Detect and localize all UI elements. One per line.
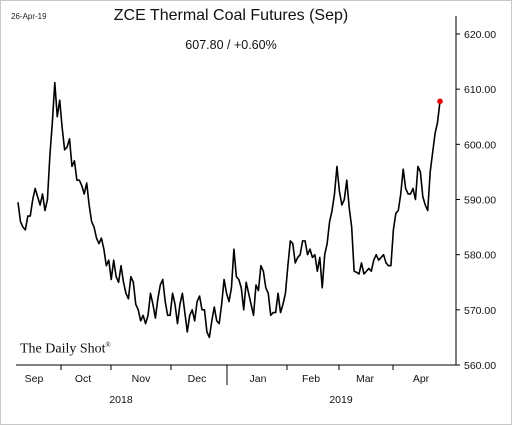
x-tick-label: Feb — [302, 373, 320, 385]
watermark-text: The Daily Shot — [20, 341, 106, 357]
x-tick-label: Nov — [132, 373, 151, 385]
x-tick-label: Jan — [250, 373, 267, 385]
series-line — [17, 81, 441, 339]
date-stamp: 26-Apr-19 — [11, 12, 47, 21]
y-tick-label: 600.00 — [464, 139, 496, 151]
y-tick-label: 560.00 — [464, 360, 496, 372]
chart-title: ZCE Thermal Coal Futures (Sep) — [113, 7, 349, 24]
series-layer — [17, 81, 443, 339]
x-tick-label: Dec — [188, 373, 207, 385]
last-point-marker — [437, 98, 443, 105]
x-year-label: 2019 — [329, 394, 353, 406]
x-tick-label: Sep — [25, 373, 44, 385]
y-tick-label: 610.00 — [464, 84, 496, 96]
x-tick-label: Apr — [413, 373, 430, 385]
y-tick-label: 620.00 — [464, 29, 496, 41]
y-tick-label: 590.00 — [464, 195, 496, 207]
watermark-mark: ® — [105, 341, 111, 349]
x-year-label: 2018 — [109, 394, 133, 406]
x-tick-label: Mar — [356, 373, 375, 385]
x-axis-labels: Sep Oct Nov Dec Jan Feb Mar Apr 2018 2019 — [25, 373, 430, 406]
chart-subtitle: 607.80 / +0.60% — [185, 38, 277, 52]
axis-layer — [16, 16, 457, 385]
y-tick-label: 580.00 — [464, 250, 496, 262]
y-axis-ticks: 620.00 610.00 600.00 590.00 580.00 570.00 560.… — [456, 29, 496, 372]
x-tick-label: Oct — [75, 373, 91, 385]
y-tick-label: 570.00 — [464, 305, 496, 317]
watermark-logo: The Daily Shot® — [20, 341, 111, 358]
